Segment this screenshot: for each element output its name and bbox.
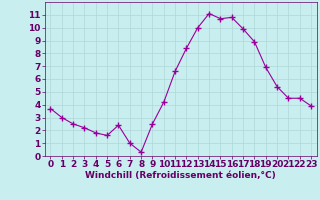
X-axis label: Windchill (Refroidissement éolien,°C): Windchill (Refroidissement éolien,°C): [85, 171, 276, 180]
